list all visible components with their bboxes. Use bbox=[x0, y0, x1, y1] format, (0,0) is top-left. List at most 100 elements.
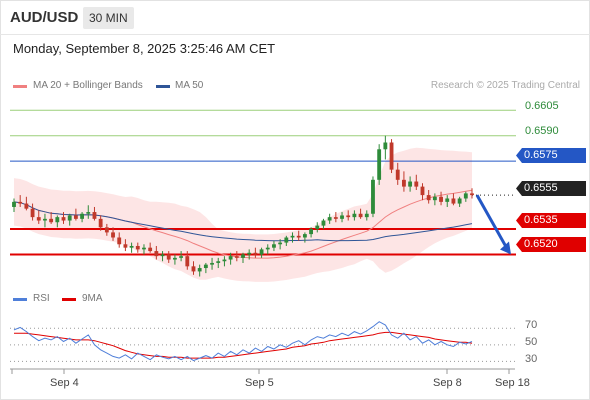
rsi-ma-swatch bbox=[62, 298, 76, 301]
candle bbox=[451, 193, 456, 206]
x-label-sep4: Sep 4 bbox=[50, 377, 79, 389]
candle bbox=[216, 257, 221, 269]
candle bbox=[352, 210, 357, 221]
candle bbox=[470, 188, 474, 199]
candle bbox=[364, 210, 369, 221]
ma50-swatch bbox=[156, 85, 170, 88]
bollinger-band bbox=[14, 147, 472, 282]
candle bbox=[253, 247, 258, 258]
candle bbox=[402, 171, 406, 192]
x-label-sep8: Sep 8 bbox=[433, 377, 462, 389]
candle bbox=[290, 232, 295, 243]
candle bbox=[234, 251, 239, 262]
ma20-swatch bbox=[13, 85, 27, 88]
candle bbox=[309, 227, 313, 238]
candle bbox=[173, 254, 177, 265]
candle bbox=[111, 227, 115, 241]
price-chart bbox=[10, 109, 516, 282]
candle bbox=[92, 206, 97, 221]
candle bbox=[432, 193, 437, 206]
header-divider bbox=[0, 34, 590, 35]
rsi-level-30: 30 bbox=[525, 353, 538, 365]
candle bbox=[302, 232, 307, 243]
resistance-2-label: 0.6605 bbox=[525, 100, 559, 112]
candle bbox=[179, 251, 184, 262]
candle bbox=[371, 176, 375, 218]
candle bbox=[259, 247, 264, 258]
candle bbox=[296, 230, 301, 241]
candle bbox=[222, 256, 227, 267]
candle bbox=[265, 244, 270, 255]
ma50-legend-label: MA 50 bbox=[175, 80, 204, 91]
candle bbox=[86, 205, 91, 219]
candle bbox=[247, 249, 252, 260]
candle bbox=[278, 239, 283, 250]
candle bbox=[210, 257, 214, 270]
candle bbox=[104, 223, 109, 236]
ma20-legend-label: MA 20 + Bollinger Bands bbox=[33, 80, 143, 91]
candle bbox=[154, 245, 159, 260]
candle bbox=[358, 208, 363, 219]
candle bbox=[61, 212, 66, 224]
candle bbox=[383, 135, 388, 160]
rsi-swatch bbox=[13, 298, 27, 301]
candle bbox=[148, 242, 153, 253]
candle bbox=[395, 162, 400, 185]
candle bbox=[49, 212, 54, 224]
candle bbox=[340, 212, 344, 223]
candle bbox=[98, 215, 103, 231]
candle bbox=[284, 235, 289, 246]
candle bbox=[30, 203, 35, 221]
candle bbox=[117, 232, 122, 248]
forecast-arrow bbox=[475, 194, 511, 255]
candle bbox=[160, 251, 165, 262]
candle bbox=[80, 212, 84, 223]
timeframe-badge[interactable]: 30 MIN bbox=[83, 7, 134, 29]
candle bbox=[315, 222, 320, 233]
candle bbox=[185, 251, 190, 270]
candle bbox=[142, 244, 146, 255]
candle bbox=[377, 144, 382, 185]
rsi-level-50: 50 bbox=[525, 336, 538, 348]
datetime-label: Monday, September 8, 2025 3:25:46 AM CET bbox=[13, 41, 276, 56]
candle bbox=[203, 262, 208, 274]
candle bbox=[166, 251, 171, 263]
candle bbox=[12, 198, 16, 213]
candle bbox=[426, 190, 431, 204]
candle bbox=[228, 252, 233, 265]
candle bbox=[18, 195, 23, 207]
candle bbox=[197, 264, 202, 277]
candle bbox=[408, 176, 413, 192]
candle bbox=[36, 210, 41, 224]
candle bbox=[327, 213, 332, 224]
candle bbox=[241, 252, 245, 263]
support-1-badge: 0.6535 bbox=[516, 213, 586, 228]
resistance-1-label: 0.6590 bbox=[525, 125, 559, 137]
candle bbox=[463, 191, 468, 202]
candle bbox=[457, 196, 462, 207]
x-label-sep18: Sep 18 bbox=[495, 377, 530, 389]
candle bbox=[389, 139, 394, 174]
pivot-badge: 0.6575 bbox=[516, 148, 586, 163]
candle bbox=[135, 242, 140, 253]
credit-label: Research © 2025 Trading Central bbox=[430, 80, 580, 91]
ma50-line bbox=[13, 201, 473, 242]
candle bbox=[73, 208, 78, 221]
rsi-level-70: 70 bbox=[525, 319, 538, 331]
candle bbox=[333, 212, 338, 223]
symbol-title: AUD/USD bbox=[10, 9, 79, 26]
support-2-badge: 0.6520 bbox=[516, 237, 586, 252]
x-label-sep5: Sep 5 bbox=[245, 377, 274, 389]
candle bbox=[321, 218, 326, 230]
candle bbox=[123, 239, 128, 252]
candle bbox=[43, 213, 47, 228]
candles bbox=[12, 135, 474, 277]
candle bbox=[67, 213, 72, 226]
candle bbox=[414, 174, 419, 190]
candle bbox=[346, 210, 351, 221]
candle bbox=[191, 261, 196, 275]
candle bbox=[272, 240, 276, 252]
rsi-ma-legend-label: 9MA bbox=[82, 293, 103, 304]
level-lines bbox=[10, 109, 516, 256]
candle bbox=[129, 242, 134, 253]
